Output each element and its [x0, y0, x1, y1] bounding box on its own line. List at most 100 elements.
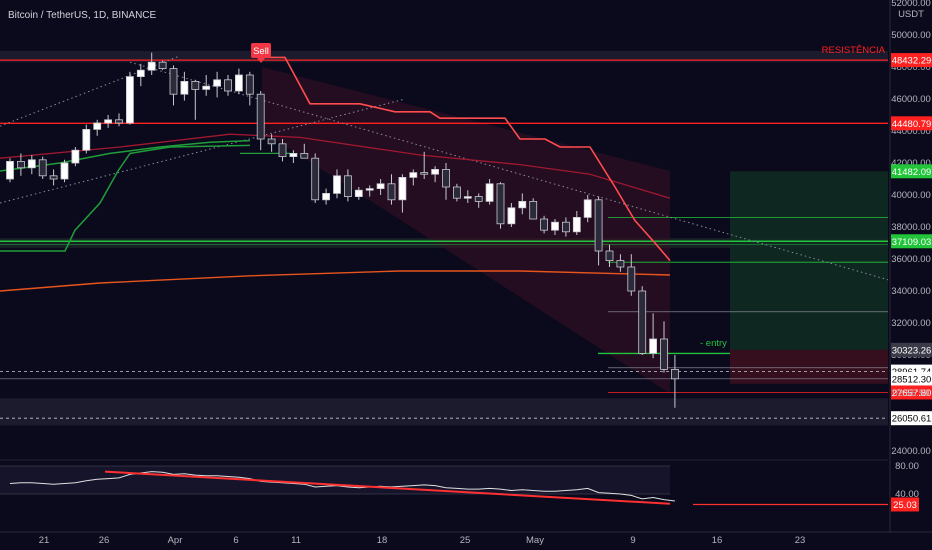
price-tag-box — [891, 371, 932, 386]
time-tick-label: Apr — [168, 535, 183, 546]
candle-body — [572, 216, 581, 233]
price-tag-box — [891, 53, 932, 68]
candle-body — [16, 160, 25, 169]
candle-body — [202, 85, 211, 90]
chart-title: Bitcoin / TetherUS, 1D, BINANCE — [8, 10, 157, 21]
price-tick-label: 40000.00 — [891, 190, 931, 201]
price-tag-label: 37109.03 — [892, 237, 932, 248]
candle-body — [256, 93, 265, 140]
price-tag-label: 44480.79 — [892, 119, 932, 130]
rsi-tag-box — [891, 497, 919, 512]
candle-body — [343, 175, 352, 198]
entry-label: - entry — [700, 338, 727, 349]
candle-body — [562, 221, 570, 233]
price-tick-label: 38000.00 — [891, 222, 931, 233]
candle-body — [104, 119, 112, 124]
candle-body — [376, 183, 385, 190]
candle-body — [518, 200, 527, 209]
price-tick-label: 44000.00 — [891, 126, 931, 137]
candle-body — [496, 183, 505, 225]
candle-body — [387, 183, 396, 201]
currency-label: USDT — [898, 9, 924, 20]
price-tick-label: 32000.00 — [891, 318, 931, 329]
candle-body — [594, 199, 603, 252]
candle-body — [289, 152, 298, 157]
price-tag-label: 48432.29 — [892, 56, 932, 67]
time-tick-label: 11 — [291, 535, 301, 546]
target-zone — [730, 171, 888, 350]
sell-tag-box — [251, 43, 271, 58]
rsi-tag-label: 25.03 — [893, 500, 917, 511]
candle-body — [115, 119, 123, 124]
candle-body — [463, 196, 472, 199]
candle-body — [452, 186, 461, 199]
candle-body — [474, 196, 483, 202]
price-tag: 44480.79 — [891, 116, 932, 131]
candle-body — [616, 260, 625, 268]
price-tag: 37109.03 — [891, 234, 932, 249]
candle-body — [551, 221, 559, 231]
candle-body — [420, 172, 429, 175]
candle-body — [300, 152, 309, 159]
rsi-tag: 25.03 — [891, 497, 919, 512]
price-tag: 27657.80 — [891, 385, 932, 400]
candle-body — [169, 68, 178, 95]
price-tag-box — [891, 164, 932, 179]
short-moving-average — [0, 139, 251, 172]
time-tick-label: May — [526, 535, 544, 546]
candle-body — [605, 250, 614, 262]
price-tag-box — [891, 342, 932, 357]
time-tick-label: 6 — [233, 535, 238, 546]
trailing-stop-line — [262, 56, 671, 262]
price-tag-label: 26050.61 — [892, 414, 932, 425]
candle-body — [354, 189, 363, 197]
price-tag-box — [891, 385, 932, 400]
candle-body — [213, 79, 222, 87]
price-tag-label: 41482.09 — [892, 167, 932, 178]
candle-body — [27, 159, 36, 169]
trailing-support-line — [0, 144, 251, 252]
trend-fill — [262, 67, 670, 394]
stop-zone — [730, 349, 888, 384]
candle-body — [409, 172, 418, 178]
price-tick-label: 46000.00 — [891, 94, 931, 105]
price-tick-label: 52000.00 — [891, 0, 931, 9]
price-tag-box — [891, 411, 932, 426]
background-layer — [0, 51, 888, 426]
time-tick-label: 25 — [460, 535, 471, 546]
candle-body — [267, 138, 276, 145]
price-tag-box — [891, 234, 932, 249]
price-tag: 48432.29 — [891, 53, 932, 68]
candle-body — [398, 176, 407, 201]
candle-body — [529, 200, 538, 220]
indicator-layer: Sell RESISTÊNCIA - entry — [0, 43, 889, 419]
candles-layer — [6, 52, 679, 408]
sell-tag-pointer — [257, 58, 265, 63]
rsi-tick-label: 80.00 — [895, 461, 919, 472]
price-tick-label: 34000.00 — [891, 286, 931, 297]
candle-body — [365, 188, 374, 191]
candle-body — [180, 81, 189, 95]
candle-body — [671, 368, 679, 380]
candle-body — [638, 290, 647, 354]
candle-body — [507, 207, 516, 225]
time-tick-label: 26 — [99, 535, 110, 546]
price-tick-label: 24000.00 — [891, 446, 931, 457]
candle-body — [224, 79, 232, 92]
sell-label: Sell — [253, 46, 269, 57]
candle-body — [322, 192, 331, 201]
rsi-line — [9, 471, 675, 502]
rsi-tick-label: 40.00 — [895, 489, 919, 500]
low-zone — [0, 398, 888, 426]
candle-body — [60, 162, 69, 180]
price-tag: 30323.26 — [891, 342, 932, 357]
candle-body — [71, 149, 80, 164]
time-tick-label: 21 — [39, 535, 50, 546]
time-tick-label: 9 — [630, 535, 635, 546]
price-tag-label: 28512.30 — [892, 374, 932, 385]
price-tag: 41482.09 — [891, 164, 932, 179]
candle-body — [333, 175, 341, 194]
candle-body — [93, 122, 102, 130]
